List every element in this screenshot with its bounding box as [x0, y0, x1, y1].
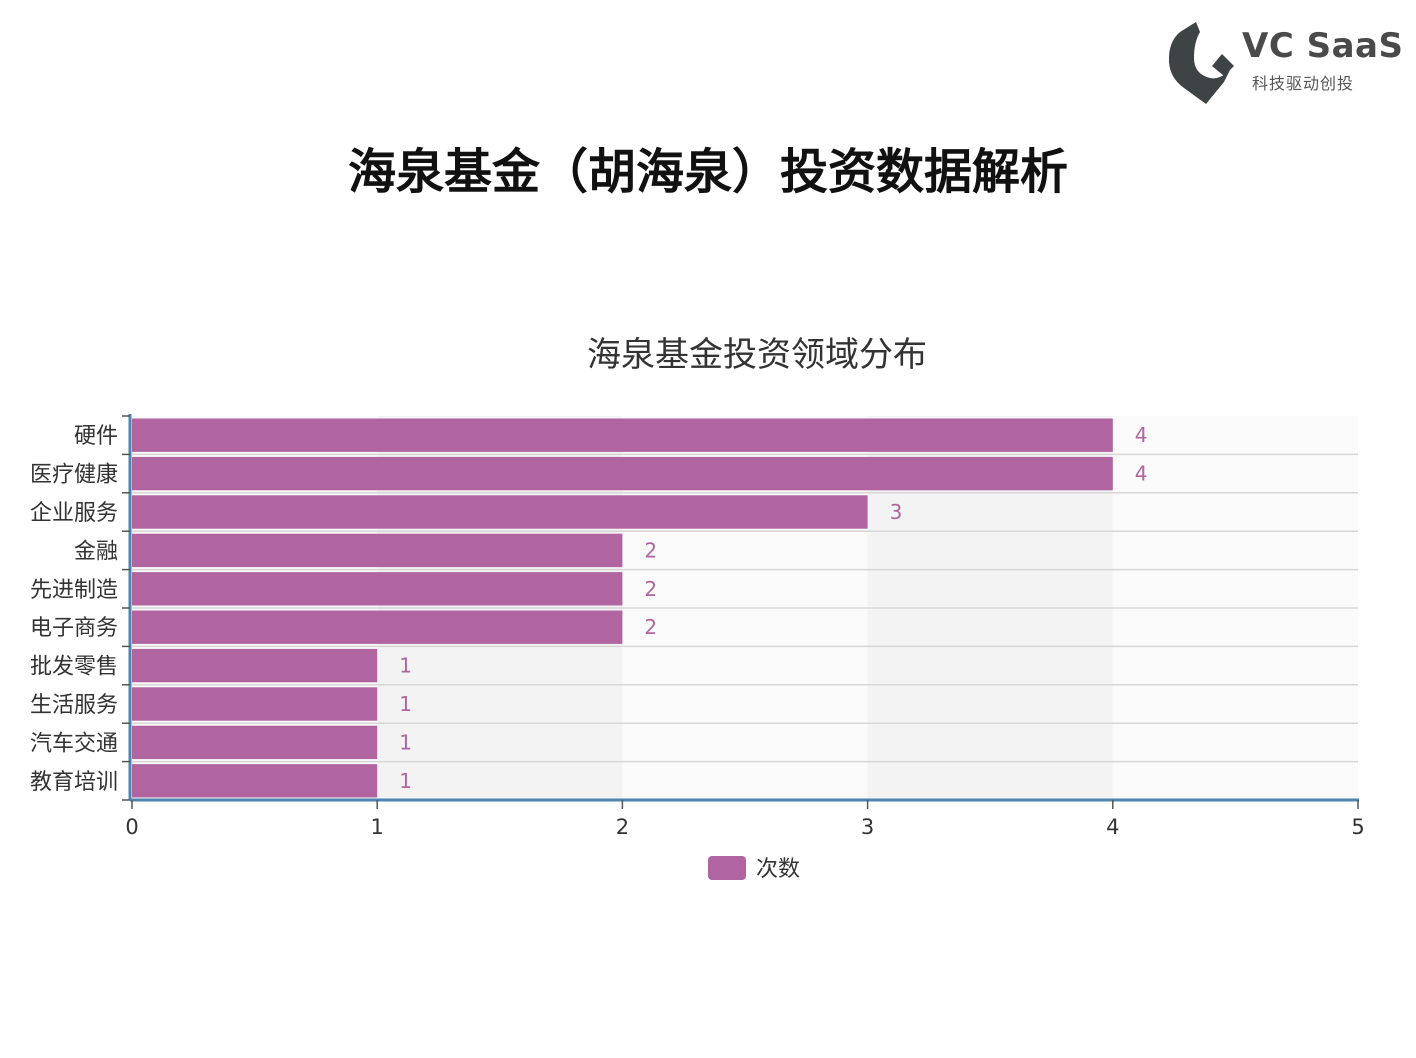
bar-value-label: 1 [399, 654, 412, 678]
bar-value-label: 4 [1135, 462, 1148, 486]
x-tick-label: 0 [125, 815, 138, 839]
bar-value-label: 1 [399, 692, 412, 716]
x-tick-label: 3 [861, 815, 874, 839]
legend-swatch [708, 856, 746, 880]
x-tick-label: 4 [1106, 815, 1119, 839]
bar [132, 687, 378, 721]
bar [132, 610, 623, 644]
bar [132, 533, 623, 568]
y-tick-label: 教育培训 [30, 770, 118, 795]
bar-value-label: 2 [644, 615, 657, 639]
page-title: 海泉基金（胡海泉）投资数据解析 [347, 144, 1068, 200]
y-tick-label: 先进制造 [30, 578, 118, 603]
logo: VC SaaS 科技驱动创投 [1166, 20, 1403, 106]
bar [132, 648, 378, 683]
logo-mark-icon [1168, 22, 1234, 104]
y-tick-label: 硬件 [74, 424, 118, 449]
y-tick-label: 企业服务 [30, 501, 118, 526]
y-tick-label: 金融 [74, 539, 118, 564]
bar [132, 725, 378, 760]
y-tick-label: 批发零售 [30, 655, 118, 680]
bar [132, 456, 1113, 491]
legend[interactable]: 次数 [708, 856, 800, 882]
bar-value-label: 1 [399, 730, 412, 754]
x-tick-label: 2 [616, 815, 629, 839]
bar [132, 764, 378, 798]
y-tick-label: 医疗健康 [30, 463, 118, 488]
y-tick-label: 电子商务 [30, 616, 118, 641]
logo-name: VC SaaS [1242, 26, 1404, 66]
bar-value-label: 2 [644, 577, 657, 601]
x-tick-label: 5 [1351, 815, 1364, 839]
chart-title: 海泉基金投资领域分布 [587, 335, 927, 375]
bar [132, 418, 1113, 452]
bar-value-label: 3 [890, 500, 903, 524]
y-tick-label: 汽车交通 [30, 731, 118, 756]
y-tick-label: 生活服务 [30, 693, 118, 718]
bar [132, 495, 868, 529]
bar-value-label: 4 [1135, 423, 1148, 447]
legend-label: 次数 [756, 857, 800, 882]
bar-value-label: 2 [644, 538, 657, 562]
logo-tagline: 科技驱动创投 [1252, 74, 1355, 93]
x-tick-label: 1 [371, 815, 384, 839]
bar-value-label: 1 [399, 769, 412, 793]
bar [132, 572, 623, 606]
